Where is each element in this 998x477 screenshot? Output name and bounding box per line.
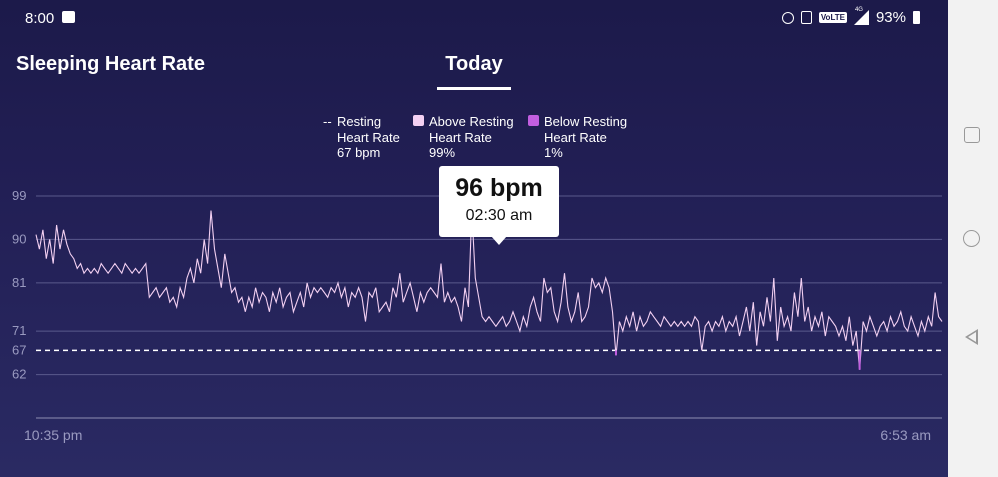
legend-above-line1: Above Resting — [429, 114, 514, 129]
y-tick-label: 90 — [12, 231, 26, 246]
legend-below-line1: Below Resting — [544, 114, 628, 129]
heart-rate-series — [35, 210, 943, 370]
tooltip-pointer — [491, 236, 507, 245]
x-start-label: 10:35 pm — [24, 427, 82, 443]
y-tick-label: 62 — [12, 367, 26, 382]
tab-today[interactable]: Today — [445, 53, 503, 75]
legend-below-value: 1% — [544, 145, 563, 160]
home-button-icon[interactable] — [963, 230, 980, 247]
image-icon — [62, 11, 75, 23]
network-type: 4G — [854, 7, 863, 13]
page-title: Sleeping Heart Rate — [16, 53, 205, 75]
back-button-icon[interactable] — [965, 329, 978, 345]
tab-underline — [437, 87, 511, 90]
battery-percent: 93% — [875, 9, 906, 26]
heart-rate-chart[interactable]: 99 90 81 71 67 62 10:35 pm 6:53 am — [0, 0, 948, 477]
app-screen: 8:00 VoLTE 4G 93% Sleeping Heart Rate To… — [0, 0, 948, 477]
legend-resting-line2: Heart Rate — [337, 129, 400, 145]
y-tick-label: 99 — [12, 188, 26, 203]
y-tick-label: 71 — [12, 323, 26, 338]
legend-above-value: 99% — [429, 145, 456, 160]
legend-above: Above Resting Heart Rate 99% — [413, 114, 514, 161]
recents-button-icon[interactable] — [964, 127, 980, 143]
battery-icon — [913, 11, 920, 24]
volte-icon: VoLTE — [818, 12, 847, 23]
legend-above-line2: Heart Rate — [429, 129, 492, 145]
status-time: 8:00 — [25, 10, 55, 27]
heart-rate-tooltip: 96 bpm 02:30 am — [439, 166, 559, 245]
legend-resting-value: 67 bpm — [337, 145, 381, 160]
y-tick-label: 81 — [12, 275, 26, 290]
above-swatch-icon — [413, 115, 424, 126]
nfc-icon — [800, 11, 812, 24]
alarm-icon — [781, 11, 794, 24]
y-tick-label: 67 — [12, 342, 26, 357]
legend-below-line2: Heart Rate — [544, 129, 607, 145]
status-bar: 8:00 VoLTE 4G 93% — [0, 0, 948, 36]
below-swatch-icon — [528, 115, 539, 126]
tooltip-time: 02:30 am — [465, 207, 533, 224]
tooltip-bpm: 96 bpm — [455, 174, 543, 202]
signal-icon: 4G — [853, 7, 869, 25]
legend-below: Below Resting Heart Rate 1% — [528, 114, 628, 161]
x-end-label: 6:53 am — [880, 427, 931, 443]
legend-resting: -- Resting Heart Rate 67 bpm — [323, 114, 400, 161]
legend-resting-line1: Resting — [337, 114, 382, 129]
resting-dash-icon: -- — [323, 114, 332, 129]
